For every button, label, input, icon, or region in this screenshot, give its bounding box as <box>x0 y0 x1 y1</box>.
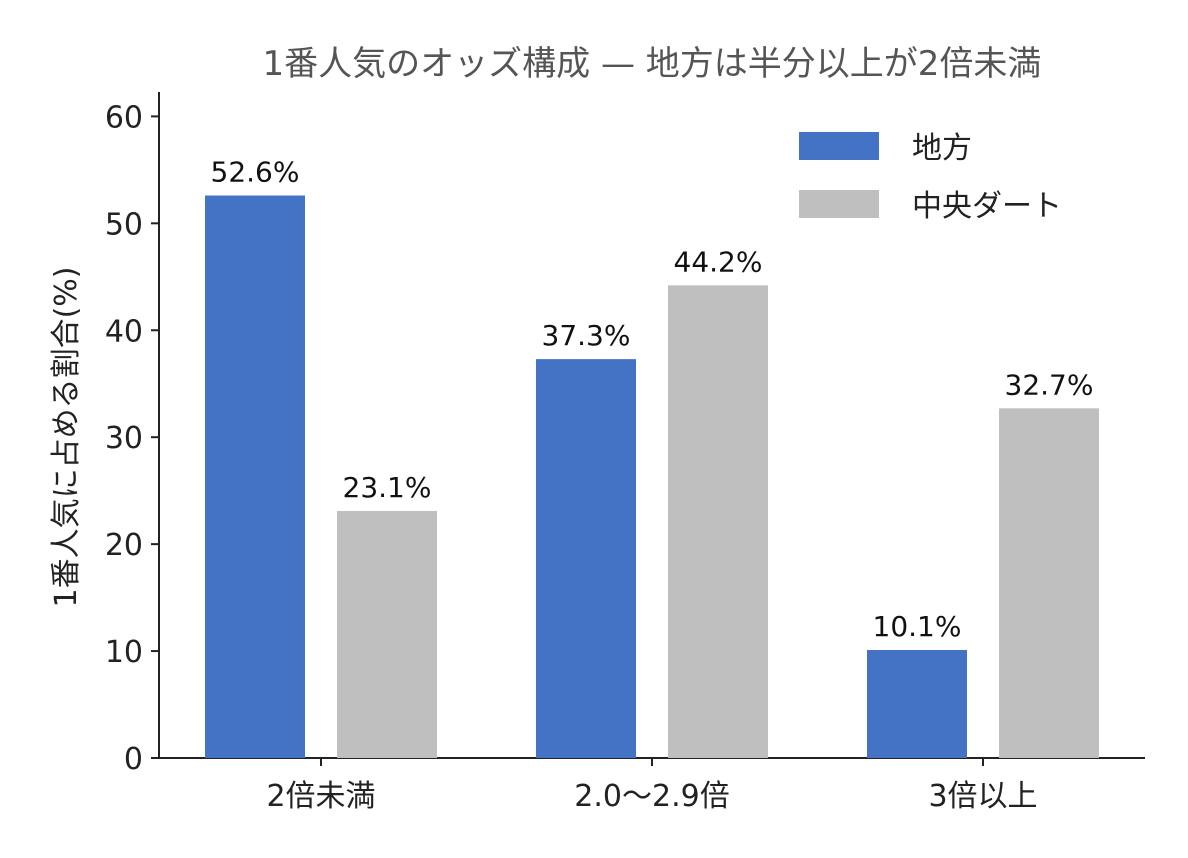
x-tick-label: 3倍以上 <box>928 779 1037 814</box>
bar-chuo-dirt <box>337 510 437 758</box>
data-label: 37.3% <box>542 319 631 352</box>
data-label: 23.1% <box>343 471 432 504</box>
y-tick-label: 0 <box>124 742 143 777</box>
y-tick-label: 30 <box>105 421 143 456</box>
y-tick-label: 20 <box>105 528 143 563</box>
y-axis-label: 1番人気に占める割合(%) <box>49 266 84 607</box>
data-label: 44.2% <box>674 245 763 278</box>
y-tick-label: 50 <box>105 207 143 242</box>
bar-chiho <box>867 649 967 758</box>
y-tick-label: 10 <box>105 635 143 670</box>
bar-chuo-dirt <box>668 285 768 758</box>
bar-chuo-dirt <box>999 408 1099 758</box>
bar-chiho <box>205 195 305 758</box>
plot-area: 0 10 20 30 40 50 60 2倍未満 52.6% 23.1% 2.0〜2.9倍 37.3%… <box>105 92 1145 814</box>
x-tick-label: 2倍未満 <box>266 779 375 814</box>
legend-label: 中央ダート <box>912 189 1062 224</box>
chart-title: 1番人気のオッズ構成 — 地方は半分以上が2倍未満 <box>263 44 1042 84</box>
legend-swatch <box>799 132 879 160</box>
y-tick-label: 40 <box>105 314 143 349</box>
legend-swatch <box>799 190 879 218</box>
data-label: 32.7% <box>1005 368 1094 401</box>
bar-chiho <box>536 359 636 758</box>
data-label: 10.1% <box>873 610 962 643</box>
legend-label: 地方 <box>912 131 972 166</box>
data-label: 52.6% <box>211 156 300 189</box>
x-tick-label: 2.0〜2.9倍 <box>574 779 729 814</box>
y-tick-label: 60 <box>105 100 143 135</box>
